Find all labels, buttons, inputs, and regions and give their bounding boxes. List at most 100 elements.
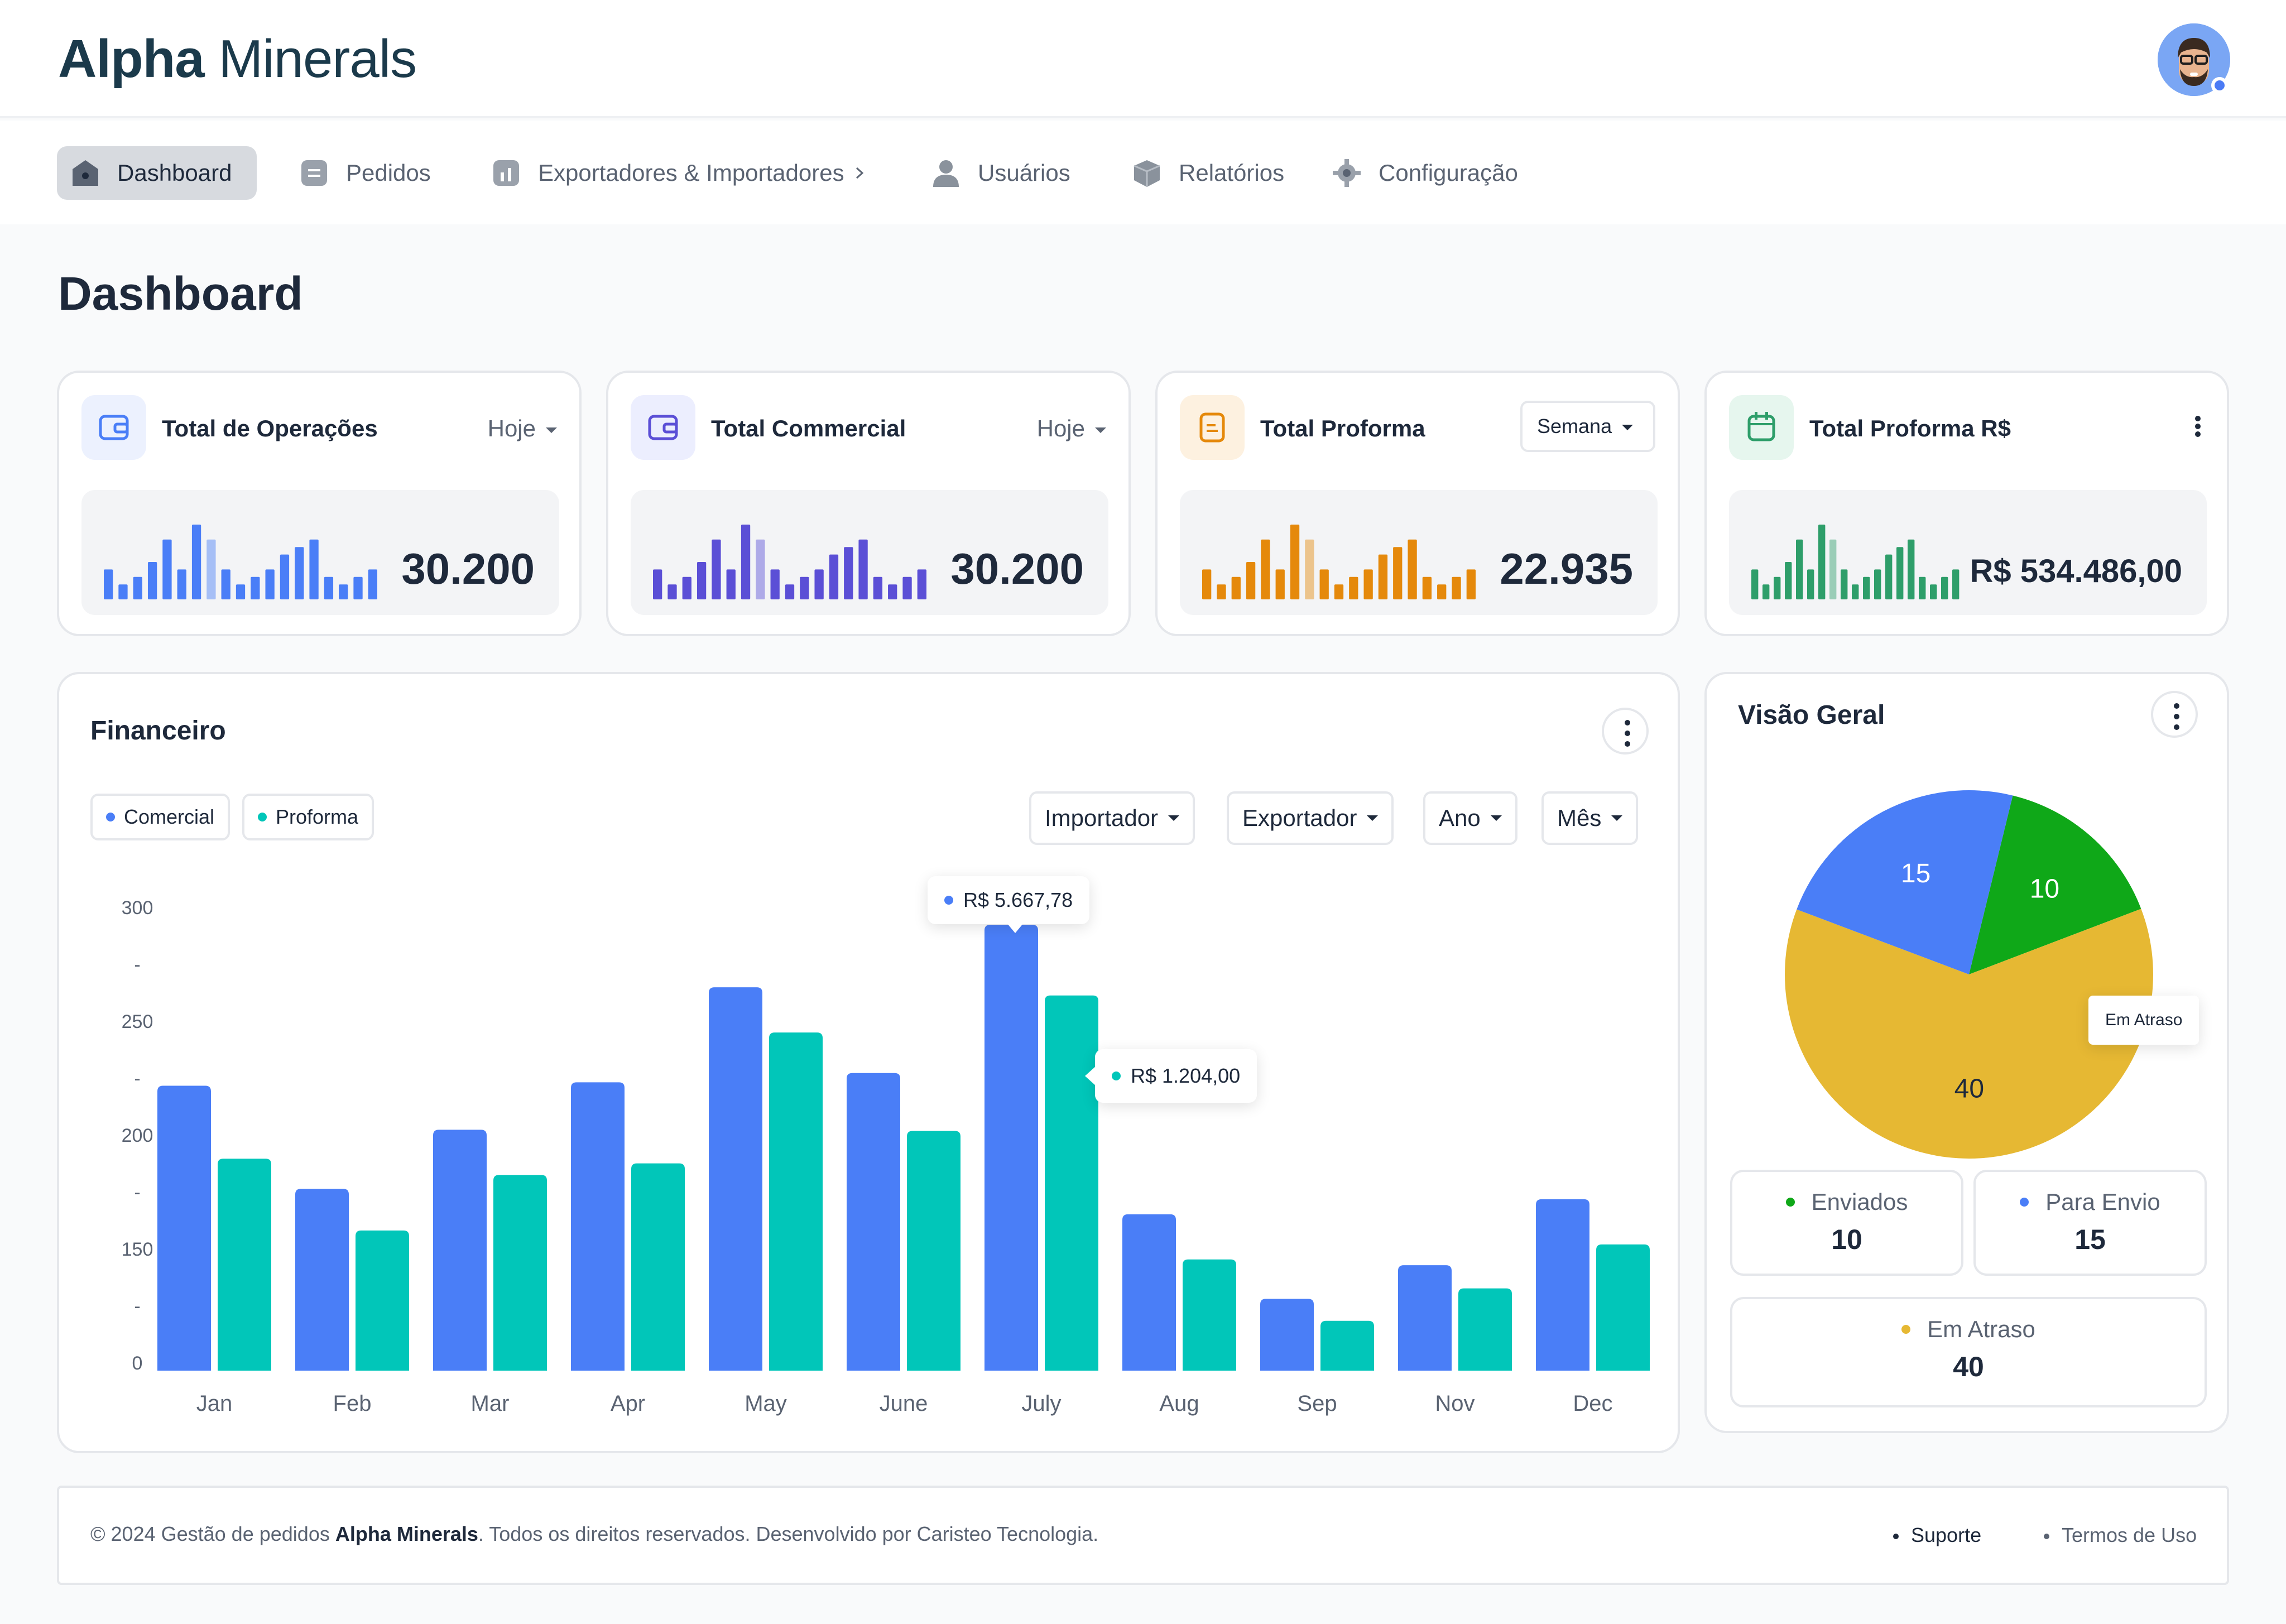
more-options-icon[interactable] [2191,415,2205,438]
bar-proforma[interactable] [1320,1320,1374,1371]
sparkline-bar [280,554,290,599]
filter-exportador[interactable]: Exportador [1227,791,1394,845]
period-dropdown[interactable]: Hoje [1037,415,1106,442]
sparkline-bar [858,539,868,599]
tooltip-pointer [1085,1066,1096,1086]
stat-value: 22.935 [1500,544,1633,593]
nav-item-label: Configuração [1379,160,1518,186]
pie-slice-para-envio[interactable] [1797,790,2013,974]
x-tick-label: June [880,1391,928,1416]
footer-link-suporte[interactable]: Suporte [1893,1524,1981,1547]
orders-icon [301,160,327,186]
financeiro-more-button[interactable] [1602,708,1649,755]
bar-proforma[interactable] [218,1159,271,1371]
sparkline-bar [1908,539,1915,599]
bar-proforma[interactable] [493,1175,547,1371]
bar-proforma[interactable] [1458,1288,1512,1371]
sparkline-bar [917,569,926,599]
sparkline-bar [873,576,883,599]
nav-item-relatorios[interactable]: Relatórios [1118,146,1298,200]
bar-comercial[interactable] [1260,1299,1314,1371]
bar-comercial[interactable] [984,925,1038,1371]
bar-comercial[interactable] [295,1189,349,1371]
bar-comercial[interactable] [157,1085,211,1371]
stat-title: Total Proforma [1260,415,1425,441]
tooltip-comercial: R$ 5.667,78 [928,876,1090,924]
x-tick-label: Apr [611,1391,645,1416]
bar-comercial[interactable] [571,1082,625,1371]
y-tick-label: 300 [122,897,153,919]
x-tick-label: Sep [1297,1391,1337,1416]
sparkline-bar [309,539,319,599]
legend-dot [106,813,115,821]
bar-proforma[interactable] [1183,1259,1236,1371]
y-tick-label: 250 [122,1011,153,1032]
sparkline-bar [1952,569,1960,599]
sparkline-bar [251,576,260,599]
home-icon [73,160,98,186]
overview-more-button[interactable] [2151,691,2198,738]
x-tick-label: May [745,1391,787,1416]
nav-item-dashboard[interactable]: Dashboard [57,146,257,200]
period-dropdown[interactable]: Hoje [488,415,557,442]
main-navigation: Dashboard Pedidos Exportadores & Importa… [0,121,2286,224]
pie-slice-em-atraso[interactable] [1785,909,2153,1159]
sparkline-bar [1231,576,1241,599]
overview-pie-chart: 10 40 15 [1785,790,2153,1159]
bar-proforma[interactable] [907,1131,960,1371]
pie-slice-label: 40 [1954,1074,1984,1104]
financeiro-card: Financeiro Comercial Proforma Importador… [57,672,1680,1453]
legend-dot [258,813,267,821]
bar-proforma[interactable] [769,1032,823,1371]
stat-value: 30.200 [401,544,535,593]
wallet-icon [99,415,129,440]
y-tick-label: - [134,1296,140,1317]
bar-comercial[interactable] [433,1130,487,1371]
y-tick-label: - [134,1182,140,1203]
bar-comercial[interactable] [709,987,762,1371]
pie-tooltip: Em Atraso [2088,996,2199,1045]
sparkline-chart [104,525,377,599]
bar-comercial[interactable] [847,1073,900,1371]
y-tick-label: 150 [122,1239,153,1260]
bar-proforma[interactable] [356,1230,409,1371]
sparkline-bar [1841,569,1848,599]
page-title: Dashboard [58,267,303,320]
legend-comercial[interactable]: Comercial [90,794,230,840]
sparkline-bar [177,569,186,599]
sparkline-bar [1885,554,1893,599]
bar-comercial[interactable] [1536,1199,1589,1371]
sparkline-bar [1290,525,1300,599]
sparkline-bar [324,576,334,599]
filter-importador[interactable]: Importador [1029,791,1195,845]
stat-icon-container [1180,395,1245,460]
footer-link-termos[interactable]: Termos de Uso [2044,1524,2197,1547]
filter-mes[interactable]: Mês [1541,791,1639,845]
x-tick-label: Aug [1159,1391,1199,1416]
bar-proforma[interactable] [1596,1244,1650,1371]
sparkline-bar [1807,569,1814,599]
sparkline-bar [1378,554,1388,599]
bar-proforma[interactable] [1045,995,1098,1371]
pie-slice-enviados[interactable] [1969,795,2141,974]
chevron-right-icon [856,167,863,179]
nav-item-usuarios[interactable]: Usuários [918,146,1084,200]
legend-proforma[interactable]: Proforma [242,794,374,840]
stat-title: Total Proforma R$ [1809,415,2011,441]
bar-proforma[interactable] [631,1163,685,1371]
nav-item-label: Exportadores & Importadores [538,160,844,186]
brand-logo[interactable]: Alpha Minerals [58,29,417,89]
stat-icon-container [81,395,146,460]
nav-item-pedidos[interactable]: Pedidos [286,146,444,200]
nav-item-label: Dashboard [117,160,232,186]
period-dropdown[interactable]: Semana [1520,401,1655,452]
sparkline-bar [1919,576,1926,599]
bar-comercial[interactable] [1122,1214,1176,1371]
user-avatar[interactable] [2158,23,2230,96]
nav-item-configuracao[interactable]: Configuração [1318,146,1531,200]
bar-comercial[interactable] [1398,1265,1452,1371]
sparkline-bar [353,576,363,599]
filter-ano[interactable]: Ano [1423,791,1517,845]
nav-item-exportadores-importadores[interactable]: Exportadores & Importadores [478,146,881,200]
overview-box-enviados: Enviados 10 [1730,1170,1963,1276]
